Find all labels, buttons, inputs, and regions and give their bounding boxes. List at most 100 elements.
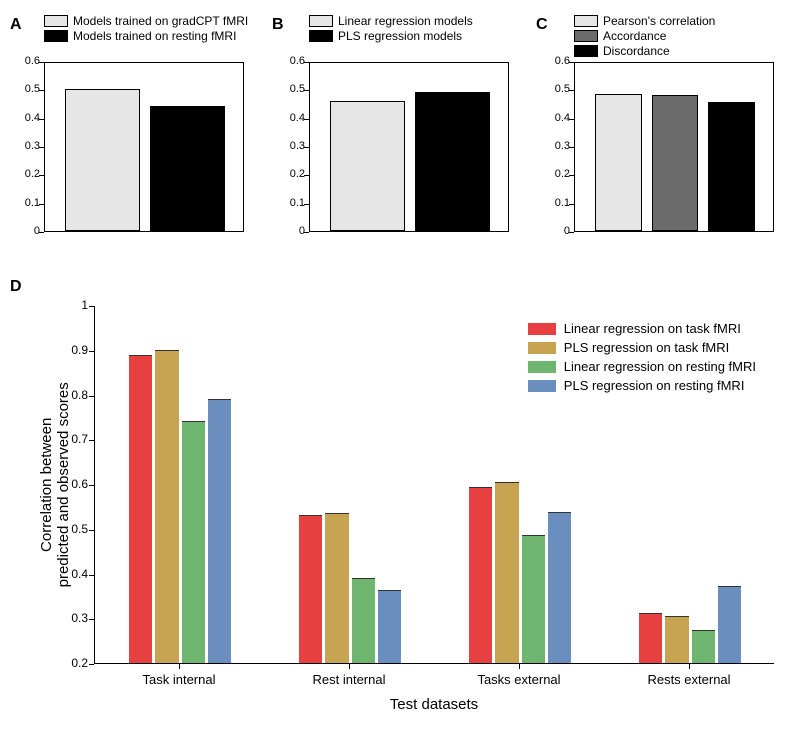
legend-swatch bbox=[528, 380, 556, 392]
legend-label: PLS regression models bbox=[338, 29, 462, 43]
y-tick-mark bbox=[39, 204, 44, 205]
x-category-label: Tasks external bbox=[434, 672, 604, 687]
x-tick-mark bbox=[179, 664, 180, 669]
y-tick-mark bbox=[39, 90, 44, 91]
legend-label: Linear regression on task fMRI bbox=[564, 321, 741, 336]
legend-swatch bbox=[44, 15, 68, 27]
y-tick-label: 0.1 bbox=[544, 197, 570, 209]
legend-label: Accordance bbox=[603, 29, 666, 43]
legend-item: Models trained on gradCPT fMRI bbox=[44, 14, 274, 28]
y-tick-mark bbox=[89, 575, 94, 576]
chart-c-legend: Pearson's correlationAccordanceDiscordan… bbox=[574, 14, 800, 59]
y-tick-mark bbox=[89, 351, 94, 352]
legend-item: Pearson's correlation bbox=[574, 14, 800, 28]
y-tick-label: 1 bbox=[58, 298, 88, 312]
y-tick-label: 0.5 bbox=[544, 83, 570, 95]
y-tick-mark bbox=[89, 306, 94, 307]
figure-root: A B C D Models trained on gradCPT fMRIMo… bbox=[0, 0, 800, 737]
y-tick-label: 0.4 bbox=[279, 112, 305, 124]
y-tick-mark bbox=[304, 175, 309, 176]
legend-swatch bbox=[574, 45, 598, 57]
bar bbox=[299, 515, 322, 663]
y-tick-label: 0.6 bbox=[544, 55, 570, 67]
bar bbox=[65, 89, 140, 231]
y-tick-mark bbox=[304, 62, 309, 63]
chart-b-plot bbox=[309, 62, 509, 232]
y-tick-mark bbox=[569, 62, 574, 63]
y-tick-mark bbox=[569, 119, 574, 120]
legend-item: Models trained on resting fMRI bbox=[44, 29, 274, 43]
legend-label: Linear regression on resting fMRI bbox=[564, 359, 756, 374]
bar bbox=[325, 513, 348, 663]
y-tick-label: 0.5 bbox=[279, 83, 305, 95]
bar bbox=[522, 535, 545, 663]
y-tick-label: 0.1 bbox=[279, 197, 305, 209]
legend-label: PLS regression on resting fMRI bbox=[564, 378, 745, 393]
chart-d-legend: Linear regression on task fMRI PLS regres… bbox=[528, 320, 756, 396]
y-tick-label: 0.5 bbox=[58, 522, 88, 536]
y-tick-label: 0.6 bbox=[58, 477, 88, 491]
x-category-label: Rest internal bbox=[264, 672, 434, 687]
bar bbox=[150, 106, 225, 231]
legend-swatch bbox=[528, 323, 556, 335]
y-tick-label: 0.2 bbox=[279, 168, 305, 180]
bar bbox=[595, 94, 642, 231]
bar bbox=[378, 590, 401, 663]
y-tick-label: 0 bbox=[14, 225, 40, 237]
bar bbox=[639, 613, 662, 663]
chart-a-legend: Models trained on gradCPT fMRIModels tra… bbox=[44, 14, 274, 44]
legend-label: Discordance bbox=[603, 44, 670, 58]
y-tick-label: 0.2 bbox=[544, 168, 570, 180]
x-category-label: Rests external bbox=[604, 672, 774, 687]
bar bbox=[495, 482, 518, 663]
y-tick-label: 0.8 bbox=[58, 388, 88, 402]
y-tick-label: 0.9 bbox=[58, 343, 88, 357]
y-tick-mark bbox=[304, 147, 309, 148]
y-tick-label: 0.3 bbox=[58, 611, 88, 625]
legend-swatch bbox=[574, 30, 598, 42]
chart-d-xlabel: Test datasets bbox=[94, 696, 774, 713]
bar bbox=[665, 616, 688, 663]
y-tick-mark bbox=[39, 62, 44, 63]
legend-item: Accordance bbox=[574, 29, 800, 43]
y-tick-mark bbox=[569, 204, 574, 205]
y-tick-label: 0.3 bbox=[544, 140, 570, 152]
bar bbox=[548, 512, 571, 663]
x-tick-mark bbox=[519, 664, 520, 669]
y-tick-mark bbox=[569, 147, 574, 148]
bar bbox=[155, 350, 178, 663]
x-tick-mark bbox=[689, 664, 690, 669]
y-tick-label: 0.4 bbox=[544, 112, 570, 124]
y-tick-mark bbox=[304, 232, 309, 233]
y-tick-label: 0.7 bbox=[58, 432, 88, 446]
y-tick-mark bbox=[39, 175, 44, 176]
legend-swatch bbox=[528, 342, 556, 354]
bar bbox=[708, 102, 755, 231]
bar bbox=[415, 92, 490, 231]
legend-swatch bbox=[309, 15, 333, 27]
y-tick-mark bbox=[89, 619, 94, 620]
y-tick-label: 0.6 bbox=[279, 55, 305, 67]
chart-c-plot bbox=[574, 62, 774, 232]
y-tick-label: 0.3 bbox=[14, 140, 40, 152]
bar bbox=[469, 487, 492, 663]
y-tick-mark bbox=[89, 396, 94, 397]
y-tick-label: 0.1 bbox=[14, 197, 40, 209]
legend-item: Linear regression models bbox=[309, 14, 539, 28]
y-tick-label: 0.5 bbox=[14, 83, 40, 95]
y-tick-mark bbox=[304, 90, 309, 91]
legend-label: Pearson's correlation bbox=[603, 14, 715, 28]
bar bbox=[718, 586, 741, 663]
x-category-label: Task internal bbox=[94, 672, 264, 687]
legend-swatch bbox=[44, 30, 68, 42]
y-tick-mark bbox=[89, 664, 94, 665]
y-tick-mark bbox=[39, 232, 44, 233]
y-tick-mark bbox=[304, 119, 309, 120]
y-tick-label: 0 bbox=[544, 225, 570, 237]
bar bbox=[129, 355, 152, 663]
y-tick-mark bbox=[304, 204, 309, 205]
y-tick-mark bbox=[569, 90, 574, 91]
chart-a-plot bbox=[44, 62, 244, 232]
y-tick-mark bbox=[89, 530, 94, 531]
chart-b-legend: Linear regression modelsPLS regression m… bbox=[309, 14, 539, 44]
